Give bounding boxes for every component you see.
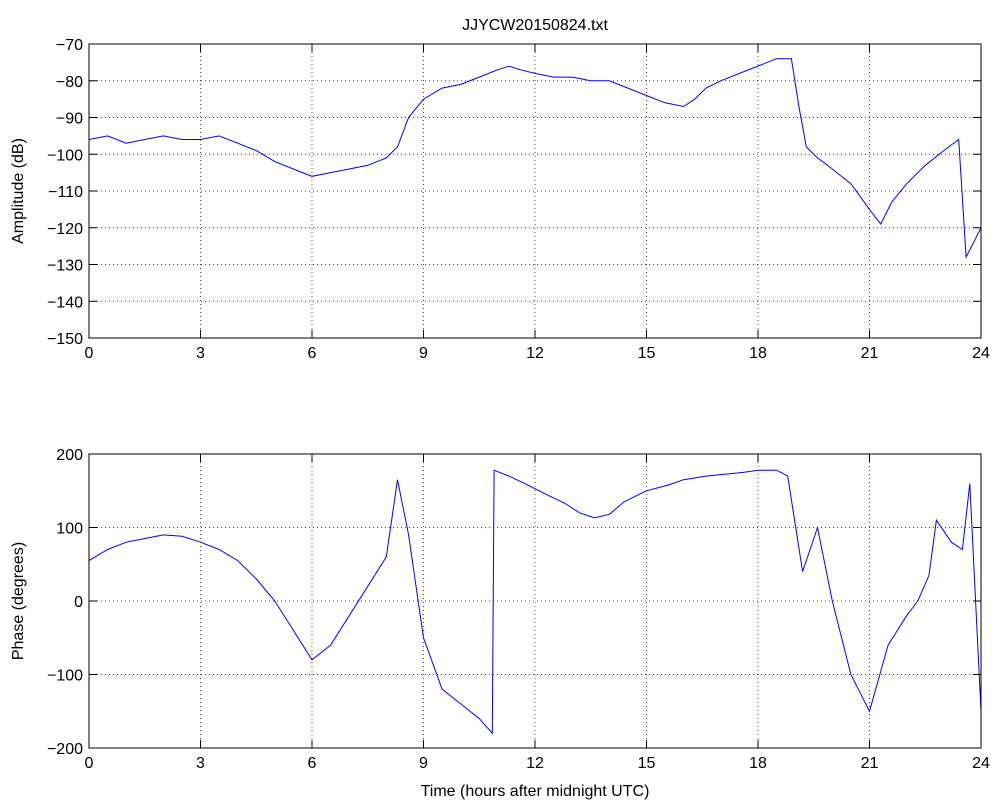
- amplitude-y-tick-label: −120: [47, 221, 83, 238]
- amplitude-x-tick-label: 24: [972, 345, 990, 362]
- amplitude-y-tick-label: −110: [48, 184, 83, 201]
- phase-x-tick-label: 21: [861, 755, 879, 772]
- phase-grid: [89, 454, 981, 748]
- amplitude-y-axis-label: Amplitude (dB): [10, 138, 27, 244]
- phase-y-tick-label: 200: [56, 447, 83, 464]
- phase-x-tick-label: 12: [526, 755, 544, 772]
- amplitude-x-tick-label: 6: [308, 345, 317, 362]
- amplitude-x-tick-label: 18: [749, 345, 767, 362]
- phase-x-tick-label: 0: [85, 755, 94, 772]
- phase-x-tick-label: 24: [972, 755, 990, 772]
- phase-y-tick-label: 0: [74, 594, 83, 611]
- phase-x-tick-label: 18: [749, 755, 767, 772]
- phase-series-line: [88, 469, 982, 735]
- phase-x-tick-label: 6: [308, 755, 317, 772]
- amplitude-ticks: 0 3 6 9 12 15 18 21 24 −70 −80 −90 −100 −110 −120 −130 −…: [47, 37, 990, 362]
- amplitude-x-tick-label: 15: [638, 345, 656, 362]
- amplitude-y-tick-label: −100: [47, 147, 83, 164]
- amplitude-y-tick-label: −80: [56, 74, 83, 91]
- phase-x-axis-label: Time (hours after midnight UTC): [421, 783, 650, 800]
- amplitude-x-tick-label: 0: [85, 345, 94, 362]
- phase-x-tick-label: 15: [638, 755, 656, 772]
- amplitude-panel: 0 3 6 9 12 15 18 21 24 −70 −80 −90 −100 −110 −120 −130 −…: [10, 17, 990, 362]
- chart-title: JJYCW20150824.txt: [462, 17, 608, 34]
- phase-y-tick-label: −100: [47, 668, 83, 685]
- amplitude-x-tick-label: 9: [419, 345, 428, 362]
- amplitude-x-tick-label: 21: [861, 345, 879, 362]
- amplitude-x-tick-label: 12: [526, 345, 544, 362]
- phase-x-tick-label: 3: [196, 755, 205, 772]
- amplitude-x-tick-label: 3: [196, 345, 205, 362]
- amplitude-grid: [89, 44, 981, 338]
- amplitude-y-tick-label: −90: [56, 111, 83, 128]
- phase-y-tick-label: −200: [47, 741, 83, 758]
- amplitude-y-tick-label: −140: [47, 294, 83, 311]
- amplitude-y-tick-label: −150: [47, 331, 83, 348]
- phase-x-tick-label: 9: [419, 755, 428, 772]
- amplitude-series-line: [88, 58, 982, 259]
- phase-ticks: 0 3 6 9 12 15 18 21 24 200 100 0 −100 −200: [47, 447, 990, 772]
- phase-panel: 0 3 6 9 12 15 18 21 24 200 100 0 −100 −200 Time (hour…: [10, 447, 990, 800]
- amplitude-y-tick-label: −130: [47, 258, 83, 275]
- amplitude-y-tick-label: −70: [56, 37, 83, 54]
- phase-y-tick-label: 100: [56, 521, 83, 538]
- phase-y-axis-label: Phase (degrees): [10, 542, 27, 660]
